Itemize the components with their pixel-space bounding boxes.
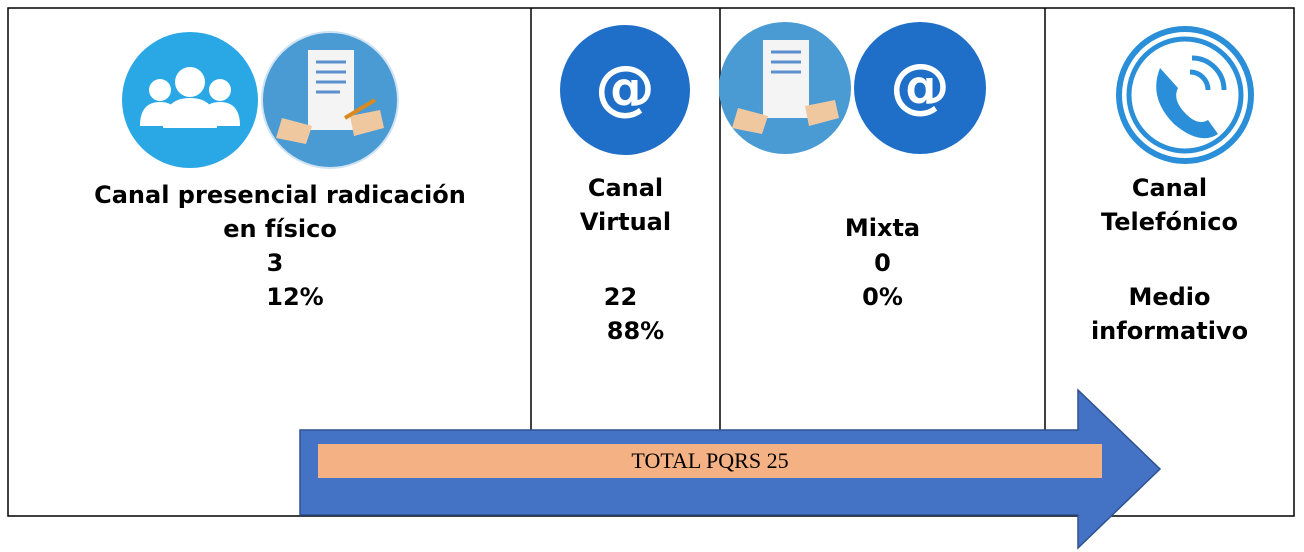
document-icon	[262, 32, 398, 168]
channel-count: 22	[531, 280, 710, 314]
email-icon: @	[854, 22, 986, 154]
channel-count: 3	[40, 246, 510, 280]
document-icon	[719, 22, 851, 154]
svg-text:@: @	[595, 53, 655, 123]
people-icon	[122, 32, 258, 168]
phone-icon	[1119, 29, 1251, 161]
channel-count: 0	[720, 246, 1045, 280]
svg-text:@: @	[890, 51, 950, 121]
channel-percent: 12%	[60, 280, 530, 314]
channel-percent: 0%	[720, 280, 1045, 314]
email-icon: @	[560, 25, 690, 155]
channel-label: Mixta	[720, 211, 1045, 245]
channel-percent: 88%	[546, 314, 725, 348]
page: @ @ Canal presencial radicaciónen físico…	[0, 0, 1304, 552]
total-label: TOTAL PQRS 25	[318, 444, 1102, 478]
